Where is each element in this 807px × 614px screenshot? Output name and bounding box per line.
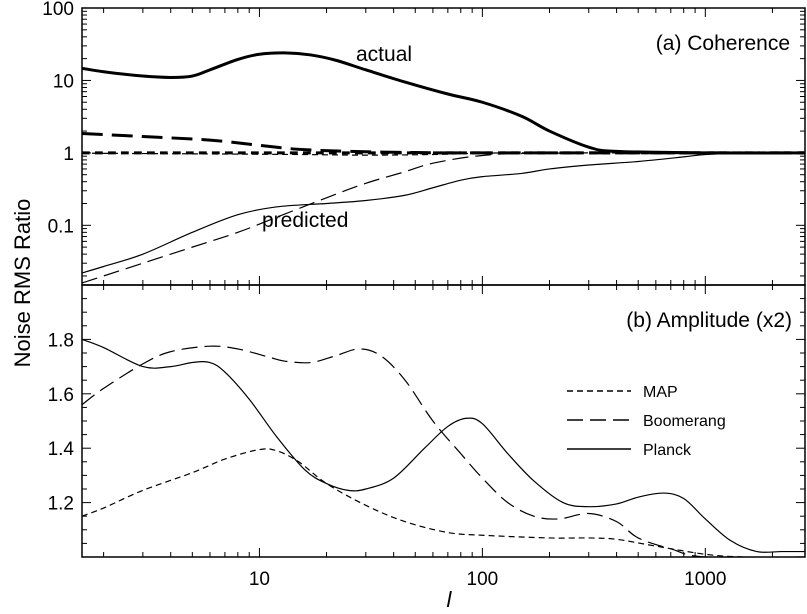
- panel-b-title: (b) Amplitude (x2): [626, 309, 792, 332]
- y-axis-title: Noise RMS Ratio: [10, 199, 35, 368]
- series-b-map: [82, 448, 805, 557]
- panel-a-series-group: [82, 51, 805, 284]
- x-tick-label: 1000: [684, 569, 726, 590]
- x-axis-title: l: [447, 587, 453, 612]
- series-a-planck-predicted: [82, 152, 805, 274]
- panel-a-y-tick-label: 1: [63, 144, 74, 165]
- x-tick-label: 100: [467, 569, 499, 590]
- series-a-boomerang-predicted: [82, 152, 805, 284]
- legend-boomerang-label: Boomerang: [643, 413, 726, 430]
- panel-b-y-tick-label: 1.6: [48, 385, 74, 406]
- legend-map-label: MAP: [643, 384, 678, 401]
- panel-a-y-tick-label: 10: [53, 71, 74, 92]
- panel-a-title: (a) Coherence: [656, 32, 790, 55]
- panel-b-y-tick-label: 1.2: [48, 494, 74, 515]
- series-a-planck-actual: [82, 51, 805, 155]
- legend-planck-label: Planck: [643, 442, 692, 459]
- annotation-actual: actual: [356, 43, 412, 66]
- legend: MAP Boomerang Planck: [567, 384, 726, 459]
- panel-a-y-tick-label: 0.1: [48, 216, 74, 237]
- series-a-boomerang-actual: [82, 132, 805, 155]
- panel-b-series-group: [82, 338, 805, 557]
- panel-a-y-tick-label: 100: [42, 0, 74, 20]
- panel-b-y-tick-label: 1.4: [48, 439, 75, 460]
- x-tick-label: 10: [249, 569, 270, 590]
- series-b-boomerang: [82, 345, 805, 557]
- panel-b-y-tick-label: 1.8: [48, 330, 74, 351]
- series-b-planck: [82, 338, 805, 553]
- annotation-predicted: predicted: [262, 209, 348, 232]
